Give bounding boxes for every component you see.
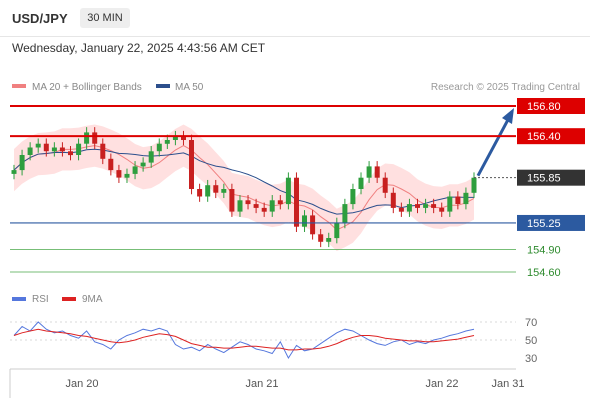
rsi-line (13, 321, 475, 360)
forecast-arrow-shaft (476, 115, 512, 177)
rsi-ma-legend-label: 9MA (82, 294, 103, 305)
rsi-ma-line (13, 328, 475, 351)
candle-body (471, 177, 477, 193)
candle-body (172, 136, 178, 140)
x-tick-jan21: Jan 21 (245, 378, 278, 390)
candle-body (382, 177, 388, 193)
ma20-legend-swatch (12, 84, 26, 88)
candle-body (269, 200, 275, 212)
rsi-layer: 70 50 30 (10, 317, 537, 365)
candle-body (19, 155, 25, 171)
x-tick-jan22: Jan 22 (425, 378, 458, 390)
candle-body (463, 192, 469, 205)
header-bar: USD/JPY 30 MIN (0, 0, 590, 37)
candle-body (189, 140, 194, 189)
candle-body (285, 177, 291, 205)
ma50-legend-label: MA 50 (175, 82, 204, 93)
x-tick-jan20: Jan 20 (65, 378, 98, 390)
candle-body (35, 143, 41, 148)
candle-body (366, 166, 372, 178)
level-label-support: 154.90 (527, 244, 561, 256)
rsi-tick-70: 70 (525, 317, 537, 329)
candle-body (164, 140, 170, 144)
datetime-label: Wednesday, January 22, 2025 4:43:56 AM C… (12, 41, 266, 55)
candle-body (205, 185, 211, 197)
candle-body (406, 204, 412, 212)
bollinger-band (14, 124, 474, 251)
timeframe-badge[interactable]: 30 MIN (80, 8, 130, 28)
candle-body (245, 200, 251, 205)
price-layer (11, 108, 516, 251)
candle-body (197, 189, 203, 197)
candle-body (27, 147, 33, 155)
candle-body (84, 132, 90, 144)
candle-body (415, 204, 420, 208)
rsi-legend-swatch (12, 297, 26, 301)
candle-body (181, 136, 186, 140)
level-label-box-resistance (517, 128, 585, 145)
candle-body (398, 207, 404, 212)
symbol-title: USD/JPY (12, 11, 68, 26)
candle-body (124, 173, 130, 178)
candle-body (374, 166, 380, 178)
candle-body (261, 207, 267, 212)
candle-body (358, 177, 364, 189)
candle-body (68, 151, 73, 156)
candle-body (237, 200, 243, 212)
credit-label: Research © 2025 Trading Central (431, 82, 580, 93)
candle-body (140, 162, 146, 167)
ma50-line (13, 148, 474, 215)
level-label-box-resistance (517, 98, 585, 114)
candle-body (390, 192, 396, 208)
candle-body (447, 196, 453, 212)
candle-body (294, 177, 299, 227)
candle-body (342, 204, 348, 223)
ma20-line (13, 145, 475, 231)
candle-body (334, 223, 340, 239)
candle-body (423, 204, 429, 208)
level-label-resistance: 156.80 (527, 101, 561, 113)
candle-body (108, 158, 114, 171)
candle-body (116, 170, 122, 178)
candle-body (156, 143, 162, 152)
candle-body (455, 196, 461, 204)
candle-body (439, 207, 445, 212)
candle-body (51, 147, 57, 152)
candle-body (350, 189, 356, 205)
candle-body (100, 143, 106, 159)
candle-body (326, 238, 332, 242)
candle-body (221, 189, 227, 193)
level-label-current: 155.85 (527, 173, 561, 185)
candle-body (318, 234, 324, 242)
forecast-arrow-head (502, 108, 514, 124)
candle-body (310, 215, 316, 235)
candle-body (59, 147, 65, 152)
rsi-tick-30: 30 (525, 353, 537, 365)
candle-body (431, 204, 437, 208)
candle-body (253, 204, 259, 208)
candle-body (213, 185, 219, 193)
level-label-resistance: 156.40 (527, 131, 561, 143)
rsi-tick-50: 50 (525, 335, 537, 347)
ma20-legend-label: MA 20 + Bollinger Bands (32, 82, 142, 93)
x-tick-jan31: Jan 31 (491, 378, 524, 390)
ma50-legend-swatch (156, 84, 170, 88)
candle-body (229, 189, 235, 212)
candle-body (43, 143, 49, 152)
level-label-support: 154.60 (527, 267, 561, 279)
candle-body (148, 151, 154, 163)
candle-body (11, 170, 17, 174)
levels-layer: 156.80 156.40 155.85 155.25 154.90 154.60 (10, 98, 585, 279)
candle-body (277, 200, 283, 205)
candle-body (132, 166, 138, 174)
level-label-box-current (517, 169, 585, 186)
candle-body (76, 143, 82, 155)
level-label-box-pivot (517, 214, 585, 231)
candle-body (302, 215, 307, 227)
rsi-ma-legend-swatch (62, 297, 76, 301)
rsi-legend-label: RSI (32, 294, 49, 305)
level-label-pivot: 155.25 (527, 218, 561, 230)
candle-body (92, 132, 98, 144)
